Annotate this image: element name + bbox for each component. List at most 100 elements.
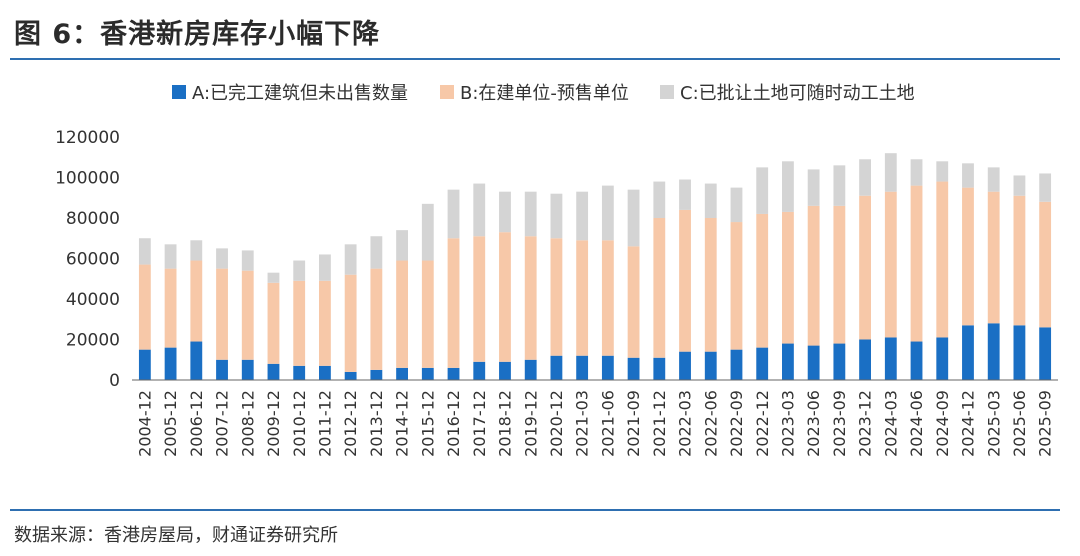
bar-series-2-2025-09 <box>1039 201 1052 328</box>
bar-series-2-2006-12 <box>190 260 203 342</box>
bar-series-3-2014-12 <box>396 230 408 261</box>
bar-series-1-2007-12 <box>216 359 228 380</box>
y-tick-label: 100000 <box>55 169 120 189</box>
bar-series-1-2023-06 <box>807 345 820 380</box>
bar-series-1-2021-06 <box>601 355 614 380</box>
bar-series-3-2017-12 <box>473 183 486 237</box>
bar-series-3-2023-12 <box>859 159 871 196</box>
source-divider <box>10 509 1060 511</box>
bar-series-1-2010-12 <box>293 365 306 380</box>
chart-legend: A:已完工建筑但未出售数量 B:在建单位-预售单位 C:已批让土地可随时动工土地 <box>172 83 915 104</box>
source-note: 数据来源：香港房屋局，财通证券研究所 <box>14 525 338 546</box>
bar-series-1-2021-12 <box>653 357 666 380</box>
x-tick-label: 2021-03 <box>573 390 592 457</box>
bar-series-2-2023-12 <box>859 195 871 340</box>
y-tick-label: 0 <box>109 371 120 391</box>
bar-series-3-2010-12 <box>293 260 306 281</box>
bar-series-3-2004-12 <box>138 238 151 265</box>
bar-series-3-2022-06 <box>704 183 717 218</box>
bar-series-3-2023-09 <box>833 165 846 206</box>
bar-series-3-2005-12 <box>164 244 177 269</box>
bar-series-1-2008-12 <box>241 359 254 380</box>
x-tick-label: 2022-06 <box>701 390 720 457</box>
x-tick-label: 2005-12 <box>161 390 180 457</box>
x-tick-label: 2024-06 <box>907 390 926 457</box>
bar-series-1-2022-12 <box>756 347 769 380</box>
bar-series-3-2012-12 <box>344 244 357 275</box>
title-divider <box>10 58 1060 60</box>
y-tick-label: 80000 <box>66 209 120 229</box>
bar-series-2-2014-12 <box>396 260 408 368</box>
bar-series-2-2019-12 <box>524 236 537 360</box>
bar-series-3-2022-09 <box>730 187 743 223</box>
x-tick-label: 2023-03 <box>779 390 798 457</box>
x-tick-label: 2022-12 <box>753 390 772 457</box>
bar-series-2-2015-12 <box>421 260 434 368</box>
bar-series-1-2024-12 <box>962 325 974 380</box>
bar-series-3-2023-06 <box>807 169 820 206</box>
bar-series-1-2013-12 <box>370 369 383 380</box>
bar-series-1-2014-12 <box>396 367 408 380</box>
bar-series-1-2024-03 <box>884 337 897 380</box>
bar-series-1-2009-12 <box>267 363 280 380</box>
bar-series-group <box>138 153 1052 380</box>
x-tick-label: 2004-12 <box>135 390 154 457</box>
x-tick-label: 2024-03 <box>881 390 900 457</box>
bar-series-3-2024-12 <box>962 163 974 188</box>
bar-series-3-2008-12 <box>241 250 254 271</box>
bar-series-2-2016-12 <box>447 238 460 368</box>
bar-series-2-2021-03 <box>576 240 589 356</box>
bar-series-1-2011-12 <box>319 365 331 380</box>
x-tick-label: 2021-06 <box>598 390 617 457</box>
x-tick-label: 2025-06 <box>1010 390 1029 457</box>
bar-series-2-2022-09 <box>730 222 743 350</box>
x-tick-label: 2018-12 <box>496 390 515 457</box>
x-tick-label: 2015-12 <box>418 390 437 457</box>
bar-series-2-2018-12 <box>499 232 511 362</box>
bar-series-2-2024-06 <box>910 185 923 342</box>
bar-series-3-2021-03 <box>576 191 589 241</box>
bar-series-1-2023-09 <box>833 343 846 380</box>
bar-series-1-2006-12 <box>190 341 203 380</box>
bar-series-2-2008-12 <box>241 270 254 360</box>
bar-series-3-2018-12 <box>499 191 511 233</box>
bar-series-1-2012-12 <box>344 371 357 380</box>
bar-series-2-2021-09 <box>627 246 640 358</box>
legend-swatch-1 <box>172 85 186 99</box>
x-tick-label: 2010-12 <box>290 390 309 457</box>
bar-series-3-2006-12 <box>190 240 203 261</box>
legend-label-2: B:在建单位-预售单位 <box>460 83 629 104</box>
bar-series-2-2022-03 <box>679 209 691 352</box>
bar-series-2-2012-12 <box>344 274 357 372</box>
x-tick-label: 2021-09 <box>624 390 643 457</box>
bar-series-3-2016-12 <box>447 189 460 239</box>
bar-series-1-2005-12 <box>164 347 177 380</box>
x-tick-label: 2024-09 <box>933 390 952 457</box>
bar-series-3-2025-03 <box>987 167 1000 192</box>
legend-swatch-2 <box>440 85 454 99</box>
bar-series-2-2025-03 <box>987 191 1000 324</box>
bar-series-2-2024-03 <box>884 191 897 338</box>
figure-title: 图 6：香港新房库存小幅下降 <box>14 19 381 50</box>
bar-series-1-2023-12 <box>859 339 871 380</box>
bar-series-3-2022-12 <box>756 167 769 214</box>
x-tick-label: 2013-12 <box>367 390 386 457</box>
x-tick-label: 2022-09 <box>727 390 746 457</box>
x-tick-label: 2007-12 <box>213 390 232 457</box>
bar-series-1-2020-12 <box>550 355 563 380</box>
stacked-bar-chart: A:已完工建筑但未出售数量 B:在建单位-预售单位 C:已批让土地可随时动工土地 0… <box>55 83 1058 457</box>
bar-series-3-2021-09 <box>627 189 640 247</box>
x-tick-label: 2025-09 <box>1036 390 1055 457</box>
y-axis: 0 20000 40000 60000 80000 100000 120000 <box>55 128 120 391</box>
x-tick-label: 2009-12 <box>264 390 283 457</box>
bar-series-2-2021-12 <box>653 218 666 358</box>
bar-series-3-2025-09 <box>1039 173 1052 202</box>
bar-series-3-2024-06 <box>910 159 923 186</box>
x-tick-label: 2024-12 <box>959 390 978 457</box>
x-tick-label: 2021-12 <box>650 390 669 457</box>
bar-series-2-2023-03 <box>782 211 794 344</box>
bar-series-2-2022-06 <box>704 218 717 352</box>
bar-series-3-2021-12 <box>653 181 666 218</box>
bar-series-3-2019-12 <box>524 191 537 237</box>
bar-series-2-2004-12 <box>138 264 151 350</box>
